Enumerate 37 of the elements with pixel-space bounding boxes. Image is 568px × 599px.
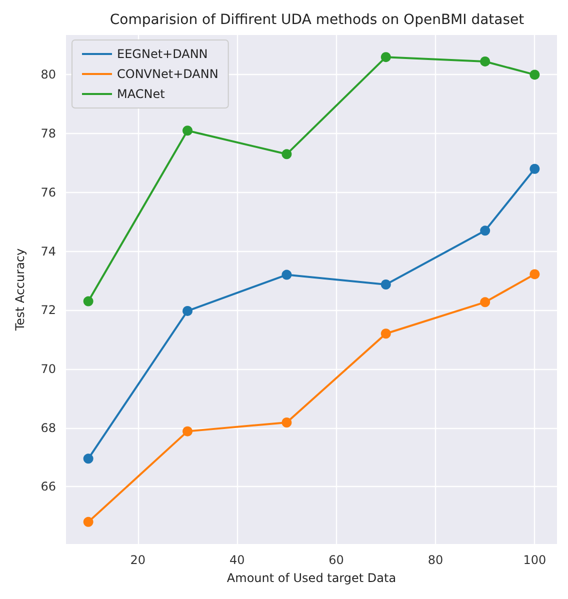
y-tick-label: 74 — [40, 244, 56, 258]
x-tick-label: 100 — [523, 553, 546, 567]
point — [530, 269, 540, 280]
y-tick-label: 80 — [40, 68, 56, 82]
y-tick-label: 72 — [40, 303, 56, 318]
point — [380, 328, 391, 339]
point — [380, 280, 391, 290]
point — [182, 126, 193, 136]
x-axis-title: Amount of Used target Data — [226, 571, 396, 585]
x-tick-label: 60 — [328, 553, 344, 567]
point — [83, 296, 94, 306]
legend-label: CONVNet+DANN — [117, 67, 218, 81]
point — [530, 70, 540, 80]
y-tick-label: 66 — [40, 480, 56, 494]
y-tick-label: 76 — [40, 185, 56, 200]
point — [182, 306, 193, 316]
x-tick-label: 40 — [229, 553, 245, 567]
point — [480, 226, 490, 236]
y-tick-label: 78 — [40, 126, 56, 141]
point — [380, 52, 391, 62]
point — [83, 516, 94, 527]
legend-label: EEGNet+DANN — [117, 47, 208, 61]
x-tick-label: 80 — [428, 553, 444, 567]
chart-title: Comparision of Diffirent UDA methods on OpenBMI dataset — [110, 12, 525, 28]
point — [282, 270, 292, 280]
point — [480, 297, 490, 308]
y-tick-label: 68 — [40, 420, 56, 435]
y-axis-title: Test Accuracy — [13, 248, 27, 332]
point — [480, 56, 490, 66]
point — [282, 149, 292, 160]
point — [83, 454, 94, 464]
legend-label: MACNet — [117, 87, 166, 101]
y-tick-label: 70 — [40, 362, 56, 376]
point — [282, 417, 292, 428]
x-tick-label: 20 — [130, 553, 146, 567]
point — [182, 426, 193, 436]
point — [530, 164, 540, 174]
